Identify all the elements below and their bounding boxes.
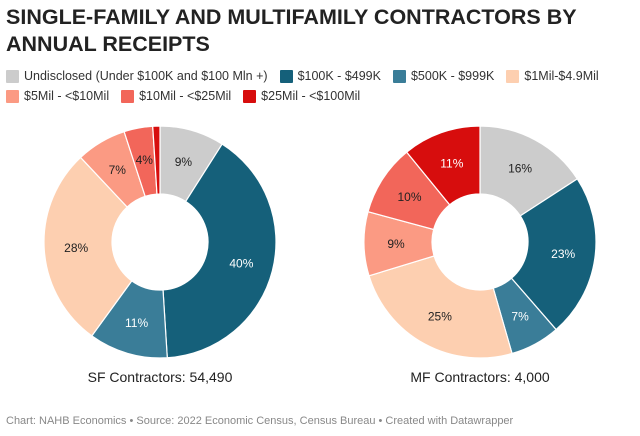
sf-slice-3 <box>43 156 133 337</box>
chart-title: SINGLE-FAMILY AND MULTIFAMILY CONTRACTOR… <box>6 5 577 56</box>
legend-item-undisclosed: Undisclosed (Under $100K and $100 Mln +) <box>6 66 268 86</box>
sf-slice-label-4: 7% <box>109 163 127 177</box>
mf-slice-label-3: 25% <box>428 309 452 323</box>
legend-swatch <box>6 69 19 83</box>
mf-slice-label-5: 10% <box>398 190 422 204</box>
mf-slice-label-2: 7% <box>511 309 529 323</box>
mf-slice-3 <box>368 255 513 359</box>
legend-swatch <box>243 89 257 103</box>
legend-item-25mil-100mil: $25Mil - <$100Mil <box>243 86 360 106</box>
mf-slice-label-0: 16% <box>508 162 532 176</box>
sf-slice-label-1: 40% <box>229 256 253 270</box>
legend-label: $500K - $999K <box>410 69 495 83</box>
sf-slice-label-5: 4% <box>136 153 154 167</box>
legend-label: $100K - $499K <box>297 69 381 83</box>
mf-chart-caption: MF Contractors: 4,000 <box>410 369 549 385</box>
legend-swatch <box>506 69 520 83</box>
sf-slice-6 <box>152 125 161 195</box>
legend-label: $25Mil - <$100Mil <box>261 89 361 103</box>
legend-swatch <box>6 89 19 103</box>
sf-slice-1 <box>162 143 277 359</box>
legend: Undisclosed (Under $100K and $100 Mln +)… <box>6 66 634 106</box>
legend-label: $10Mil - <$25Mil <box>139 89 232 103</box>
mf-donut-chart: 16% 23% 7% 25% 9% 10% 11% MF Contractors: 4,000 <box>363 125 597 385</box>
legend-label: $1Mil-$4.9Mil <box>524 69 599 83</box>
legend-swatch <box>279 69 293 83</box>
sf-slice-label-3: 28% <box>64 241 88 255</box>
legend-label: $5Mil - <$10Mil <box>24 89 110 103</box>
legend-item-100k-499k: $100K - $499K <box>279 66 381 86</box>
sf-slice-label-0: 9% <box>175 155 193 169</box>
legend-item-500k-999k: $500K - $999K <box>392 66 495 86</box>
legend-row: $5Mil - <$10Mil $10Mil - <$25Mil $25Mil … <box>6 86 634 106</box>
legend-item-10mil-25mil: $10Mil - <$25Mil <box>121 86 231 106</box>
mf-slice-6 <box>405 125 481 206</box>
mf-slice-label-1: 23% <box>551 247 575 261</box>
mf-slice-label-6: 11% <box>440 156 463 170</box>
legend-swatch <box>121 89 135 103</box>
mf-slice-1 <box>510 178 597 331</box>
legend-row: Undisclosed (Under $100K and $100 Mln +)… <box>6 66 634 86</box>
mf-slice-label-4: 9% <box>387 237 405 251</box>
sf-donut-chart: 9% 40% 11% 28% 7% 4% SF Contractors: 54,490 <box>43 125 277 385</box>
legend-label: Undisclosed (Under $100K and $100 Mln +) <box>24 69 268 83</box>
footer-credit: Chart: NAHB Economics • Source: 2022 Eco… <box>6 415 514 427</box>
legend-swatch <box>392 69 406 83</box>
legend-item-1mil-4.9mil: $1Mil-$4.9Mil <box>506 66 599 86</box>
donut-charts: 9% 40% 11% 28% 7% 4% SF Contractors: 54,490 16… <box>43 125 597 385</box>
sf-slice-label-2: 11% <box>125 316 148 330</box>
sf-chart-caption: SF Contractors: 54,490 <box>88 369 233 385</box>
legend-item-5mil-10mil: $5Mil - <$10Mil <box>6 86 109 106</box>
